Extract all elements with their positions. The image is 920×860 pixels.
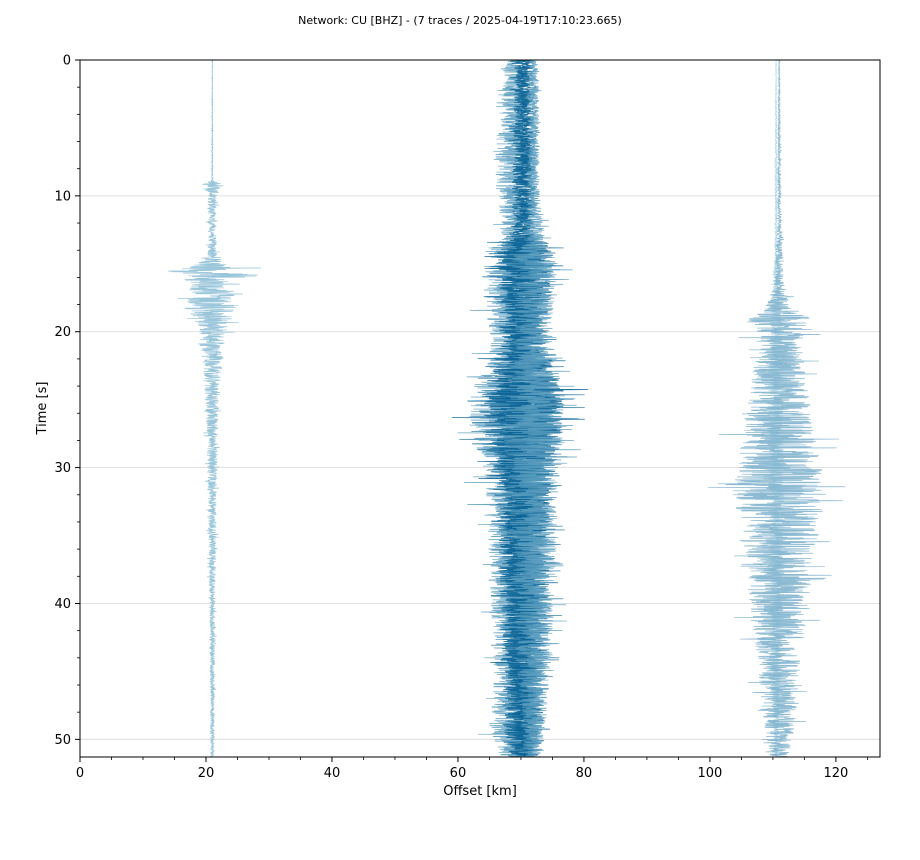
y-tick-label: 0 <box>63 54 71 69</box>
x-axis-ticks: 0 20 40 60 80 100 120 <box>76 757 868 781</box>
x-tick-label: 80 <box>576 766 593 781</box>
plot-area-frame <box>79 59 881 758</box>
x-tick-label: 20 <box>198 766 215 781</box>
y-tick-label: 50 <box>54 733 71 748</box>
traces <box>168 59 846 758</box>
y-tick-label: 20 <box>54 325 71 340</box>
y-axis-ticks: 0 10 20 30 40 50 <box>54 54 80 748</box>
x-tick-label: 120 <box>823 766 848 781</box>
trace-1 <box>168 59 261 758</box>
y-tick-label: 30 <box>54 461 71 476</box>
x-tick-label: 100 <box>698 766 723 781</box>
trace-5 <box>485 59 581 758</box>
x-tick-label: 40 <box>324 766 341 781</box>
chart-title: Network: CU [BHZ] - (7 traces / 2025-04-… <box>298 14 622 27</box>
trace-7 <box>707 59 846 758</box>
x-tick-label: 0 <box>76 766 84 781</box>
y-tick-label: 40 <box>54 597 71 612</box>
y-tick-label: 10 <box>54 189 71 204</box>
y-axis-label: Time [s] <box>35 382 50 436</box>
x-tick-label: 60 <box>450 766 467 781</box>
x-axis-label: Offset [km] <box>443 784 517 799</box>
